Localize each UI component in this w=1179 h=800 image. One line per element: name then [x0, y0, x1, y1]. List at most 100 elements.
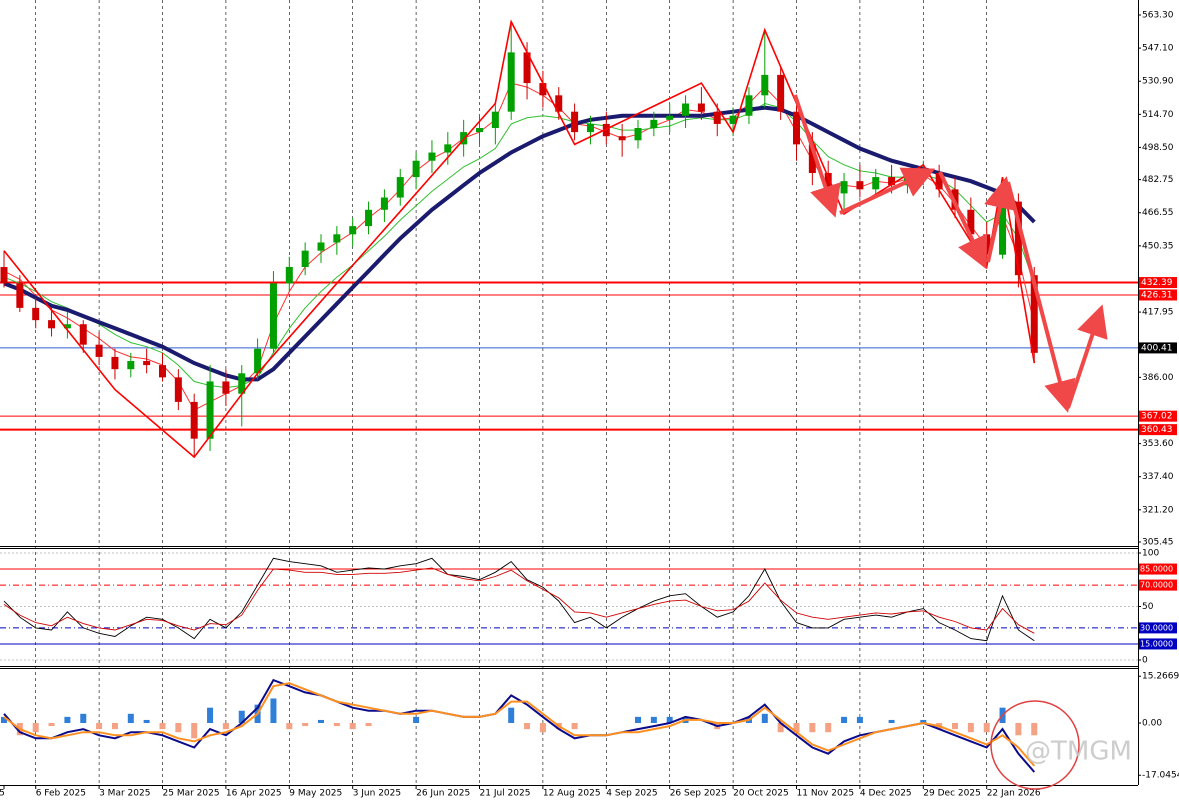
candle-body	[333, 234, 341, 243]
histogram-bar	[1, 716, 7, 724]
y-tick-label: 50	[1142, 602, 1154, 612]
candle-body	[444, 144, 452, 153]
candle-body	[206, 381, 214, 439]
arrow	[1006, 181, 1076, 413]
candle-body	[586, 123, 594, 133]
candle-body	[793, 111, 800, 145]
x-tick-label: 25 Mar 2025	[163, 789, 220, 799]
x-tick-label: 26 Jun 2025	[416, 789, 470, 799]
histogram-bar	[349, 723, 356, 730]
candle-body	[761, 74, 769, 96]
y-tick-label: 530.90	[1142, 77, 1174, 87]
y-tick-label: 498.50	[1142, 143, 1174, 153]
x-tick-label: 16 Apr 2025	[226, 789, 282, 799]
price-label-box	[1139, 410, 1177, 422]
x-tick-label: 2025	[0, 789, 5, 799]
indicator-line	[3, 567, 1035, 634]
candle-body	[571, 111, 579, 133]
candle-body	[1030, 275, 1038, 353]
moving-average	[3, 102, 1035, 389]
y-tick-label: 386.00	[1142, 373, 1174, 383]
candle-body	[48, 320, 56, 329]
x-tick-label: 3 Mar 2025	[99, 789, 150, 799]
histogram-bar	[238, 710, 245, 724]
y-tick-label: -17.0454	[1142, 771, 1179, 781]
level-label-box	[1139, 579, 1177, 591]
histogram-bar	[761, 713, 768, 724]
histogram-bar	[524, 723, 531, 730]
y-tick-label: 0	[1142, 656, 1148, 666]
candle-body	[539, 83, 547, 96]
candle-body	[476, 128, 483, 133]
candle-body	[1014, 201, 1022, 276]
histogram-bar	[888, 719, 895, 724]
candle-body	[507, 52, 515, 112]
histogram-bar	[333, 723, 340, 727]
price-label: 432.39	[1141, 278, 1173, 288]
candle-body	[872, 177, 880, 190]
candle-body	[254, 348, 262, 374]
projection-arrows	[793, 94, 1108, 413]
price-label-box	[1139, 289, 1177, 301]
candle-body	[808, 144, 816, 173]
candle-body	[666, 115, 674, 120]
level-label-box	[1139, 563, 1177, 575]
y-tick-label: 466.55	[1142, 208, 1174, 218]
histogram-bar	[127, 713, 134, 724]
x-tick-label: 20 Oct 2025	[733, 789, 789, 799]
histogram-bar	[650, 716, 657, 724]
level-label: 70.0000	[1140, 581, 1173, 590]
candle-body	[95, 344, 103, 357]
x-tick-label: 21 Jul 2025	[480, 789, 531, 799]
candle-body	[269, 283, 277, 349]
x-tick-label: 4 Sep 2025	[606, 789, 657, 799]
histogram-bar	[32, 723, 39, 733]
x-tick-label: 11 Nov 2025	[797, 789, 855, 799]
candle-body	[32, 307, 40, 321]
histogram-bar	[920, 719, 927, 724]
histogram-bar	[365, 723, 372, 727]
candle-body	[523, 52, 531, 84]
y-tick-label: 0.00	[1142, 719, 1162, 729]
histogram-bar	[143, 719, 150, 724]
candle-body	[301, 250, 309, 268]
histogram-bar	[1031, 723, 1038, 736]
x-tick-label: 26 Sep 2025	[670, 789, 727, 799]
price-label: 426.31	[1141, 290, 1173, 300]
histogram-bar	[983, 723, 990, 733]
highlight-circle	[990, 700, 1080, 790]
histogram-bar	[191, 723, 198, 739]
histogram-bar	[809, 723, 816, 733]
candle-body	[79, 324, 87, 345]
histogram-bar	[302, 723, 309, 727]
x-tick-label: 3 Jun 2025	[353, 789, 401, 799]
histogram-bar	[64, 716, 71, 724]
candle-body	[967, 209, 975, 235]
candle-body	[729, 115, 737, 124]
x-tick-label: 12 Aug 2025	[543, 789, 601, 799]
price-label-box	[1139, 424, 1177, 436]
y-tick-label: 337.40	[1142, 472, 1174, 482]
level-label-box	[1139, 638, 1177, 650]
candle-body	[380, 197, 388, 210]
x-tick-label: 29 Dec 2025	[923, 789, 981, 799]
macd-line	[3, 682, 1036, 767]
level-label: 30.0000	[1140, 623, 1173, 632]
candle-body	[935, 172, 943, 190]
level-label-box	[1139, 622, 1177, 634]
indicator-line	[3, 557, 1035, 642]
histogram-bar	[793, 723, 800, 733]
histogram-bar	[48, 723, 55, 727]
x-tick-label: 4 Dec 2025	[860, 789, 912, 799]
price-label: 360.43	[1141, 425, 1173, 435]
histogram-bar	[111, 723, 118, 730]
candle-body	[999, 201, 1007, 255]
histogram-bar	[666, 716, 673, 724]
histogram-bar	[270, 698, 277, 724]
candle-body	[127, 361, 135, 370]
candle-body	[634, 128, 642, 141]
histogram-bar	[539, 723, 546, 733]
candle-body	[317, 242, 325, 251]
